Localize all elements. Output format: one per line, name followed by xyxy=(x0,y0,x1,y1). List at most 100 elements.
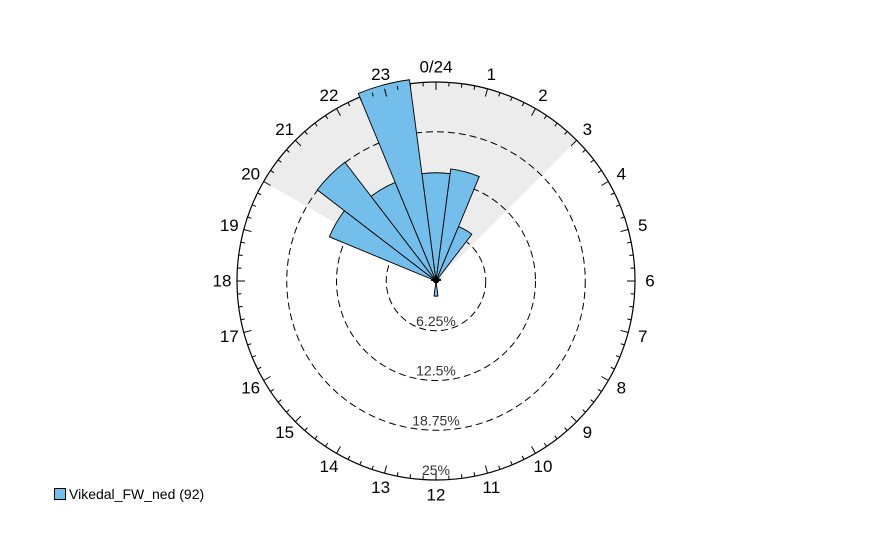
tick-mark xyxy=(325,115,329,120)
hour-label: 17 xyxy=(220,327,239,346)
tick-mark xyxy=(396,85,399,90)
tick-mark xyxy=(620,343,625,346)
ring-labels: 6.25% 12.5% 18.75% 25% xyxy=(412,313,459,478)
hour-label: 12 xyxy=(427,486,446,505)
hour-label: 9 xyxy=(583,423,592,442)
tick-mark xyxy=(627,318,632,321)
tick-mark xyxy=(384,88,388,97)
bar-wedge xyxy=(435,168,480,282)
tick-mark xyxy=(247,343,252,346)
tick-mark xyxy=(371,92,374,97)
tick-mark xyxy=(251,355,257,358)
tick-mark xyxy=(615,355,621,358)
ring-label: 12.5% xyxy=(416,363,456,379)
tick-mark xyxy=(582,409,586,413)
tick-mark xyxy=(263,181,271,186)
tick-mark xyxy=(570,415,578,423)
hour-label: 13 xyxy=(371,478,390,497)
tick-mark xyxy=(314,435,318,440)
tick-mark xyxy=(531,108,536,116)
hour-label: 21 xyxy=(275,120,294,139)
tick-mark xyxy=(610,366,615,370)
tick-mark xyxy=(247,216,252,219)
tick-mark xyxy=(336,108,341,116)
tick-mark xyxy=(359,96,362,102)
tick-mark xyxy=(597,388,602,392)
hour-label: 23 xyxy=(371,65,390,84)
tick-mark xyxy=(582,149,586,153)
hour-label: 3 xyxy=(583,120,592,139)
tick-mark xyxy=(510,96,513,102)
tick-mark xyxy=(620,216,625,219)
tick-mark xyxy=(371,465,374,470)
bars-layer xyxy=(316,79,480,297)
tick-mark xyxy=(521,455,525,460)
tick-mark xyxy=(620,229,629,233)
tick-mark xyxy=(554,122,558,127)
tick-mark xyxy=(240,241,245,244)
hour-ticks xyxy=(237,82,635,480)
hour-labels: 0/24 123456789101112131415161718192021222… xyxy=(213,58,655,505)
tick-mark xyxy=(257,366,262,370)
hour-label: 20 xyxy=(241,165,260,184)
tick-mark xyxy=(347,102,351,107)
hour-label: 8 xyxy=(617,379,626,398)
tick-mark xyxy=(601,376,609,381)
hour-label: 2 xyxy=(538,86,547,105)
tick-mark xyxy=(257,192,262,196)
legend-swatch xyxy=(54,488,66,500)
bar-wedge xyxy=(433,280,439,297)
hour-label: 1 xyxy=(487,65,496,84)
hour-label: 14 xyxy=(320,457,339,476)
hour-label: 5 xyxy=(638,216,647,235)
bar-wedge xyxy=(435,225,473,282)
hour-label: 0/24 xyxy=(419,58,452,77)
tick-mark xyxy=(277,159,282,163)
tick-mark xyxy=(294,139,302,147)
bar-wedge xyxy=(357,79,437,282)
tick-mark xyxy=(620,329,629,333)
tick-mark xyxy=(610,192,615,196)
ring-circle xyxy=(286,131,586,431)
tick-mark xyxy=(484,465,488,474)
tick-mark xyxy=(359,460,362,466)
tick-mark xyxy=(590,399,595,403)
tick-mark xyxy=(396,472,399,477)
tick-mark xyxy=(251,204,257,207)
tick-mark xyxy=(263,376,271,381)
tick-mark xyxy=(510,460,513,466)
tick-mark xyxy=(554,435,558,440)
tick-mark xyxy=(484,88,488,97)
tick-mark xyxy=(564,427,568,431)
tick-mark xyxy=(325,442,329,447)
tick-mark xyxy=(304,131,308,135)
tick-mark xyxy=(409,474,412,479)
tick-mark xyxy=(240,318,245,321)
tick-mark xyxy=(286,149,290,153)
legend: Vikedal_FW_ned (92) xyxy=(54,486,204,502)
tick-mark xyxy=(384,465,388,474)
tick-mark xyxy=(543,115,547,120)
tick-mark xyxy=(498,465,501,470)
hour-label: 19 xyxy=(220,216,239,235)
tick-mark xyxy=(277,399,282,403)
tick-mark xyxy=(270,388,275,392)
tick-mark xyxy=(564,131,568,135)
ring-label: 18.75% xyxy=(412,412,459,428)
tick-mark xyxy=(286,409,290,413)
tick-mark xyxy=(498,92,501,97)
tick-mark xyxy=(629,305,634,308)
tick-mark xyxy=(304,427,308,431)
hour-label: 6 xyxy=(645,272,654,291)
hour-label: 7 xyxy=(638,327,647,346)
tick-mark xyxy=(521,102,525,107)
tick-mark xyxy=(570,139,578,147)
tick-mark xyxy=(543,442,547,447)
tick-mark xyxy=(238,254,243,257)
tick-mark xyxy=(601,181,609,186)
hour-label: 15 xyxy=(275,423,294,442)
tick-mark xyxy=(238,305,243,308)
center-dot xyxy=(433,278,439,284)
ring-label: 25% xyxy=(422,462,450,478)
